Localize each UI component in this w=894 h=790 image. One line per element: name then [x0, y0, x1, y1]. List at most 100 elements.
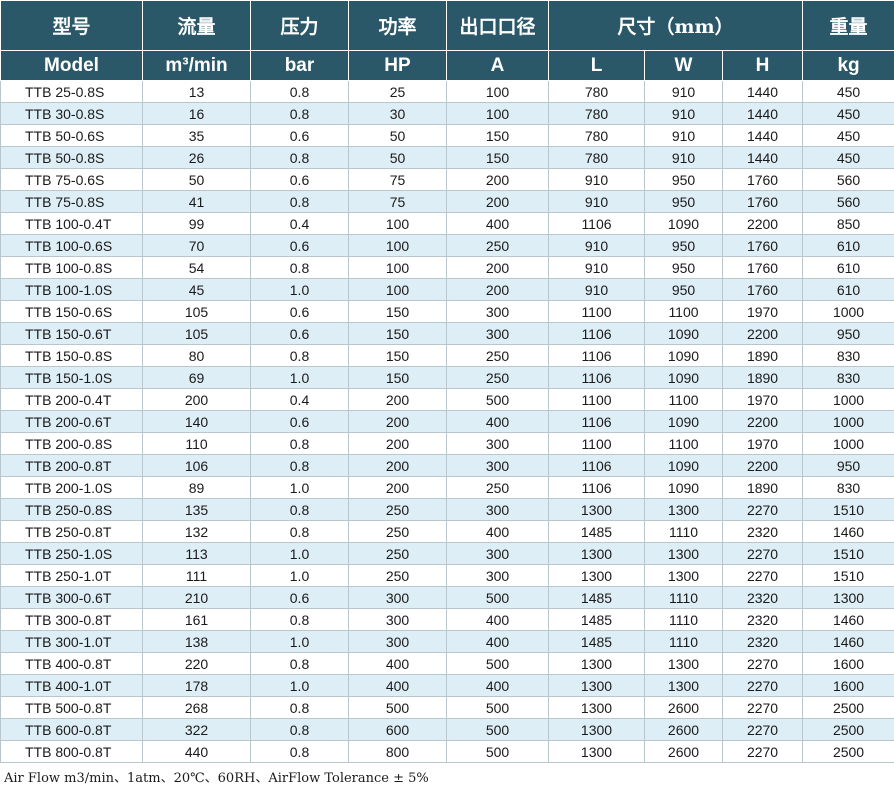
flow-cell: 70 — [142, 234, 251, 257]
width-cell: 1300 — [644, 498, 723, 521]
outlet-cell: 300 — [446, 564, 549, 587]
table-row: TTB 300-1.0T 138 1.0 300 400 1485 1110 2320 1460 — [0, 630, 894, 653]
table-row: TTB 400-0.8T 220 0.8 400 500 1300 1300 2270 1600 — [0, 652, 894, 675]
power-cell: 150 — [348, 322, 447, 345]
header-power-unit: HP — [348, 50, 447, 81]
pressure-cell: 0.6 — [250, 322, 349, 345]
header-length: L — [548, 50, 645, 81]
table-row: TTB 300-0.8T 161 0.8 300 400 1485 1110 2320 1460 — [0, 608, 894, 631]
power-cell: 300 — [348, 630, 447, 653]
header-width: W — [644, 50, 723, 81]
flow-cell: 135 — [142, 498, 251, 521]
length-cell: 1300 — [548, 542, 645, 565]
flow-cell: 89 — [142, 476, 251, 499]
length-cell: 1106 — [548, 322, 645, 345]
model-cell: TTB 50-0.6S — [0, 124, 143, 147]
outlet-cell: 400 — [446, 674, 549, 697]
weight-cell: 1000 — [802, 300, 894, 323]
pressure-cell: 0.6 — [250, 410, 349, 433]
flow-cell: 322 — [142, 718, 251, 741]
width-cell: 1100 — [644, 388, 723, 411]
outlet-cell: 300 — [446, 322, 549, 345]
width-cell: 1090 — [644, 322, 723, 345]
height-cell: 1890 — [721, 476, 804, 499]
flow-cell: 200 — [142, 388, 251, 411]
width-cell: 1110 — [644, 586, 723, 609]
length-cell: 1485 — [548, 630, 645, 653]
header-row-chinese: 型号 流量 压力 功率 出口口径 尺寸（mm） 重量 — [0, 0, 894, 51]
height-cell: 1890 — [721, 366, 804, 389]
width-cell: 1300 — [644, 652, 723, 675]
outlet-cell: 400 — [446, 212, 549, 235]
model-cell: TTB 400-1.0T — [0, 674, 143, 697]
power-cell: 50 — [348, 124, 447, 147]
pressure-cell: 1.0 — [250, 476, 349, 499]
flow-cell: 132 — [142, 520, 251, 543]
model-cell: TTB 250-0.8T — [0, 520, 143, 543]
length-cell: 1106 — [548, 454, 645, 477]
pressure-cell: 0.8 — [250, 498, 349, 521]
weight-cell: 830 — [802, 476, 894, 499]
model-cell: TTB 75-0.8S — [0, 190, 143, 213]
power-cell: 100 — [348, 212, 447, 235]
flow-cell: 138 — [142, 630, 251, 653]
table-row: TTB 100-1.0S 45 1.0 100 200 910 950 1760 610 — [0, 278, 894, 301]
model-cell: TTB 250-0.8S — [0, 498, 143, 521]
pressure-cell: 0.6 — [250, 124, 349, 147]
length-cell: 1300 — [548, 564, 645, 587]
weight-cell: 1000 — [802, 388, 894, 411]
length-cell: 1300 — [548, 652, 645, 675]
width-cell: 1110 — [644, 630, 723, 653]
power-cell: 25 — [348, 80, 447, 103]
weight-cell: 830 — [802, 344, 894, 367]
power-cell: 200 — [348, 476, 447, 499]
header-flow-unit: m³/min — [142, 50, 251, 81]
length-cell: 780 — [548, 146, 645, 169]
pressure-cell: 0.8 — [250, 190, 349, 213]
table-row: TTB 50-0.6S 35 0.6 50 150 780 910 1440 450 — [0, 124, 894, 147]
pressure-cell: 0.6 — [250, 586, 349, 609]
length-cell: 1106 — [548, 366, 645, 389]
height-cell: 2270 — [721, 674, 804, 697]
flow-cell: 26 — [142, 146, 251, 169]
height-cell: 2200 — [721, 212, 804, 235]
model-cell: TTB 200-0.8S — [0, 432, 143, 455]
width-cell: 2600 — [644, 696, 723, 719]
pressure-cell: 0.8 — [250, 432, 349, 455]
table-row: TTB 200-0.8T 106 0.8 200 300 1106 1090 2200 950 — [0, 454, 894, 477]
table-row: TTB 250-0.8T 132 0.8 250 400 1485 1110 2320 1460 — [0, 520, 894, 543]
outlet-cell: 400 — [446, 520, 549, 543]
pressure-cell: 0.8 — [250, 256, 349, 279]
length-cell: 910 — [548, 256, 645, 279]
flow-cell: 220 — [142, 652, 251, 675]
power-cell: 100 — [348, 256, 447, 279]
pressure-cell: 0.8 — [250, 454, 349, 477]
table-row: TTB 75-0.8S 41 0.8 75 200 910 950 1760 560 — [0, 190, 894, 213]
table-row: TTB 500-0.8T 268 0.8 500 500 1300 2600 2270 2500 — [0, 696, 894, 719]
table-row: TTB 200-0.6T 140 0.6 200 400 1106 1090 2200 1000 — [0, 410, 894, 433]
weight-cell: 950 — [802, 454, 894, 477]
weight-cell: 1000 — [802, 432, 894, 455]
table-row: TTB 150-1.0S 69 1.0 150 250 1106 1090 1890 830 — [0, 366, 894, 389]
outlet-cell: 500 — [446, 388, 549, 411]
width-cell: 1090 — [644, 344, 723, 367]
flow-cell: 113 — [142, 542, 251, 565]
height-cell: 1760 — [721, 168, 804, 191]
pressure-cell: 0.8 — [250, 146, 349, 169]
pressure-cell: 1.0 — [250, 630, 349, 653]
model-cell: TTB 300-0.6T — [0, 586, 143, 609]
outlet-cell: 400 — [446, 608, 549, 631]
table-row: TTB 100-0.6S 70 0.6 100 250 910 950 1760 610 — [0, 234, 894, 257]
weight-cell: 2500 — [802, 696, 894, 719]
power-cell: 200 — [348, 432, 447, 455]
width-cell: 1090 — [644, 454, 723, 477]
height-cell: 2270 — [721, 498, 804, 521]
height-cell: 2200 — [721, 322, 804, 345]
width-cell: 1090 — [644, 212, 723, 235]
height-cell: 2270 — [721, 740, 804, 763]
outlet-cell: 300 — [446, 432, 549, 455]
outlet-cell: 250 — [446, 476, 549, 499]
power-cell: 150 — [348, 344, 447, 367]
header-weight-cn: 重量 — [802, 0, 894, 51]
power-cell: 50 — [348, 146, 447, 169]
